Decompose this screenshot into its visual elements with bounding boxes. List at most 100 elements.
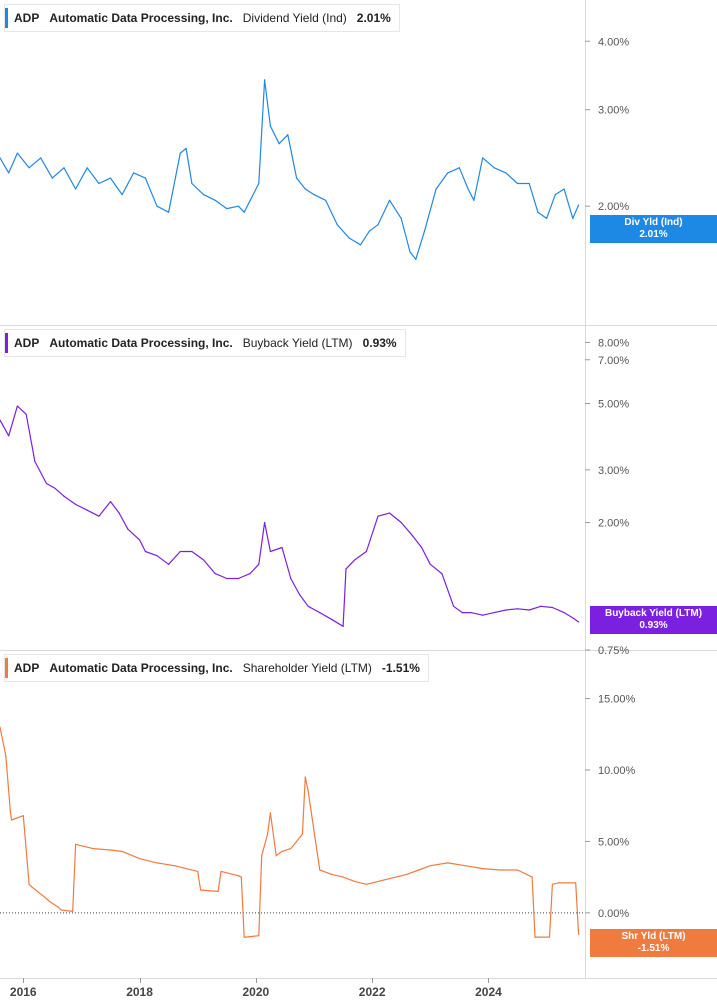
data-point [25,413,27,415]
flag-value: 0.93% [639,620,668,631]
panel-divider-1 [0,325,717,326]
data-point [31,886,33,888]
data-point [9,812,12,814]
data-point [412,535,414,537]
y-tick-label: 10.00% [598,765,636,777]
data-point [22,815,24,817]
data-point [287,134,289,136]
data-point [185,867,187,870]
data-point [516,182,519,185]
legend-swatch [5,8,8,28]
data-point [301,833,303,835]
data-point [325,199,327,201]
data-point [121,850,123,853]
y-tick-label: 8.00% [598,337,629,349]
legend-shareholder-yield[interactable]: ADP Automatic Data Processing, Inc. Shar… [4,654,429,682]
flag-label: Buyback Yield (LTM) [604,608,703,619]
time-axis-line [0,978,717,979]
data-point [191,550,193,553]
legend-ticker: ADP [14,661,40,675]
data-point [0,419,1,421]
data-point [528,182,530,185]
flag-value: -1.51% [637,943,670,954]
data-point [266,833,269,835]
data-point [200,889,202,891]
data-point [51,177,53,179]
data-point [531,876,533,878]
data-point [28,883,30,885]
data-point [482,614,484,616]
data-point [86,509,88,511]
data-point [389,199,391,201]
data-point [572,617,574,619]
data-point [307,605,309,607]
data-point [551,883,554,885]
x-tick-mark [372,978,374,983]
data-point [16,152,19,154]
data-point [295,177,298,179]
data-point [470,612,472,614]
data-point [505,609,507,611]
data-point [354,880,356,883]
legend-metric: Buyback Yield (LTM) [242,336,353,350]
data-point [263,79,266,81]
x-tick-mark [488,978,490,983]
data-point [109,177,112,179]
x-tick-label: 2022 [358,985,386,999]
data-point [138,857,141,860]
data-point [237,577,240,580]
data-point [537,211,539,213]
data-point [185,147,187,149]
data-point [118,512,120,514]
data-point [144,550,146,553]
y-tick-label: 2.00% [598,518,629,530]
data-point [348,237,350,239]
legend-buyback-yield[interactable]: ADP Automatic Data Processing, Inc. Buyb… [4,329,406,357]
data-point [563,188,565,190]
data-point [467,188,469,190]
x-tick-mark [139,978,141,983]
data-point [156,555,158,557]
data-point [290,847,292,850]
data-point [307,790,309,793]
data-point [464,865,466,867]
data-point [269,550,272,553]
data-point [499,869,501,871]
data-point [423,230,426,232]
data-point [214,199,216,201]
data-point [243,936,245,938]
data-point [156,205,158,207]
data-point [409,251,411,253]
data-point [447,172,449,174]
data-point [269,812,272,814]
data-point [278,143,280,145]
legend-ticker: ADP [14,336,40,350]
data-point [528,609,530,611]
data-point [406,873,408,875]
flag-shareholder-yield: Shr Yld (LTM) -1.51% [590,929,717,957]
data-point [92,847,94,850]
x-tick-mark [23,978,25,983]
series-line-1 [0,405,579,627]
data-point [0,726,1,728]
y-tick-label: 0.00% [598,908,629,920]
data-point [263,521,266,524]
data-point [473,199,475,201]
legend-value: -1.51% [381,661,420,675]
data-point [578,204,580,206]
flag-label: Shr Yld (LTM) [621,931,686,942]
data-point [548,936,551,938]
data-point [313,193,315,196]
data-point [516,869,519,871]
data-point [534,936,536,938]
data-point [168,563,170,565]
data-point [179,152,181,154]
x-tick-label: 2020 [242,985,270,999]
legend-dividend-yield[interactable]: ADP Automatic Data Processing, Inc. Divi… [4,4,400,32]
data-point [197,870,199,873]
data-point [557,882,559,884]
data-point [202,559,205,561]
data-point [377,515,379,517]
x-tick-label: 2024 [475,985,502,999]
